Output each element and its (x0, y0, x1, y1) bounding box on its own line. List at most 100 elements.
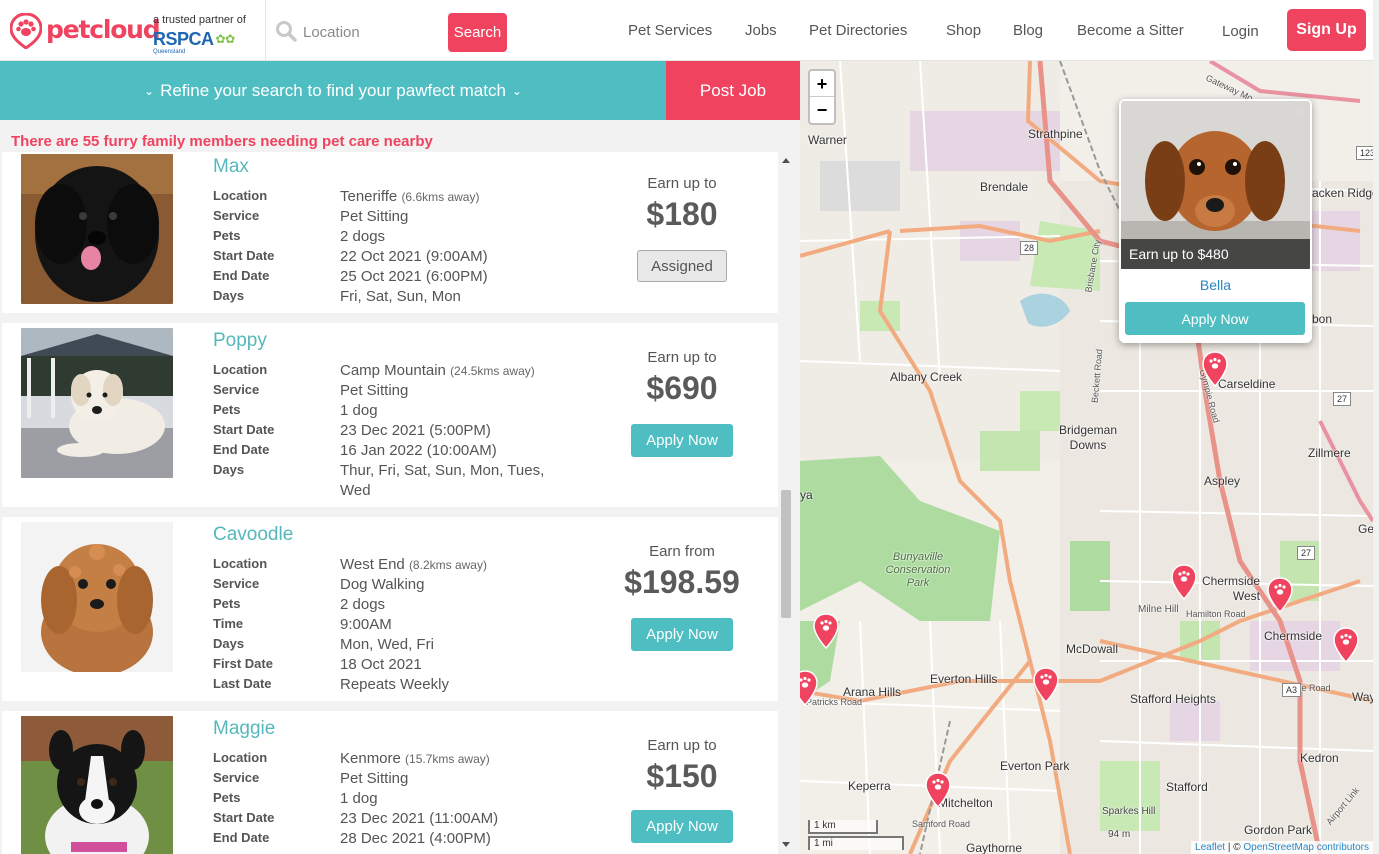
detail-label: End Date (213, 268, 270, 283)
map-label: bon (1312, 312, 1333, 326)
post-job-button[interactable]: Post Job (666, 61, 800, 120)
popup-apply-button[interactable]: Apply Now (1125, 302, 1305, 335)
detail-value: Teneriffe (6.6kms away) (340, 187, 560, 207)
pet-photo[interactable] (21, 716, 173, 854)
detail-label: Pets (213, 790, 241, 805)
search-icon (275, 20, 297, 42)
listing-scrollbar[interactable] (778, 152, 794, 854)
rspca-logo: RSPCA ✿✿ (153, 29, 258, 49)
zoom-in-button[interactable]: + (810, 71, 834, 97)
pet-name[interactable]: Max (213, 156, 249, 177)
nav-become-a-sitter[interactable]: Become a Sitter (1077, 22, 1184, 39)
map-view[interactable]: Warner Strathpine Brendale Albany Creek … (800, 61, 1373, 854)
popup-pet-name[interactable]: Bella (1199, 277, 1232, 293)
nav-jobs[interactable]: Jobs (745, 22, 777, 39)
detail-value: Pet Sitting (340, 382, 409, 399)
map-pin-icon[interactable] (813, 613, 839, 649)
detail-label: Location (213, 556, 268, 571)
pet-name[interactable]: Poppy (213, 330, 267, 351)
nav-login[interactable]: Login (1222, 23, 1259, 40)
map-label: Albany Creek (890, 370, 963, 384)
pet-name[interactable]: Cavoodle (213, 524, 294, 545)
map-label: Stafford Heights (1130, 692, 1216, 706)
detail-label: Start Date (213, 422, 275, 437)
map-label: Samford Road (912, 819, 971, 829)
road-shield: 27 (1297, 546, 1316, 560)
location-input[interactable] (303, 18, 443, 46)
location-value: Kenmore (340, 750, 401, 767)
pet-name[interactable]: Maggie (213, 718, 276, 739)
detail-value: West End (8.2kms away) (340, 555, 560, 575)
earn-amount: $198.59 (624, 564, 740, 600)
pet-photo[interactable] (21, 328, 173, 478)
map-pin-icon[interactable] (1333, 627, 1359, 663)
map-label: Ge (1358, 522, 1373, 536)
nav-pet-services[interactable]: Pet Services (628, 22, 713, 39)
zoom-out-button[interactable]: − (816, 100, 828, 120)
nav-pet-directories[interactable]: Pet Directories (809, 22, 908, 39)
logo-text: petcloud (46, 14, 161, 44)
map-label: acken Ridge (1312, 186, 1373, 200)
detail-value: Camp Mountain (24.5kms away) (340, 361, 560, 381)
detail-value: 16 Jan 2022 (10:00AM) (340, 442, 497, 459)
attribution-sep: | © (1225, 842, 1244, 853)
search-button[interactable]: Search (448, 13, 507, 52)
leaflet-link[interactable]: Leaflet (1195, 842, 1226, 853)
pet-photo[interactable] (21, 154, 173, 304)
detail-label: Service (213, 770, 260, 785)
nav-blog[interactable]: Blog (1013, 22, 1044, 39)
detail-value: Repeats Weekly (340, 676, 449, 693)
refine-search-toggle[interactable]: ⌄ Refine your search to find your pawfec… (0, 61, 666, 120)
map-pin-icon[interactable] (800, 670, 818, 706)
map-label: Kedron (1300, 751, 1339, 765)
map-label: Gaythorne (966, 841, 1023, 854)
detail-value: 23 Dec 2021 (5:00PM) (340, 422, 491, 439)
map-pin-icon[interactable] (1033, 667, 1059, 703)
detail-value: 28 Dec 2021 (4:00PM) (340, 830, 491, 847)
map-pin-icon[interactable] (925, 772, 951, 808)
close-icon[interactable]: × (1295, 103, 1304, 119)
petcloud-logo[interactable]: petcloud (9, 12, 161, 50)
scroll-up-icon[interactable] (782, 158, 790, 163)
map-label: Everton Park (1000, 759, 1070, 773)
popup-earn-label: Earn up to $480 (1121, 239, 1310, 269)
map-pin-icon[interactable] (1202, 351, 1228, 387)
chevron-down-icon: ⌄ (144, 83, 155, 98)
detail-label: Service (213, 382, 260, 397)
earn-amount: $690 (646, 370, 718, 406)
detail-label: Days (213, 636, 245, 651)
detail-value: Fri, Sat, Sun, Mon (340, 288, 461, 305)
page-scrollbar[interactable] (1373, 0, 1379, 854)
detail-label: Days (213, 288, 245, 303)
detail-value: 1 dog (340, 402, 378, 419)
map-pin-icon[interactable] (1171, 564, 1197, 600)
map-label: Bridgeman Downs (1058, 423, 1118, 452)
nav-shop[interactable]: Shop (946, 22, 982, 39)
detail-value: 1 dog (340, 790, 378, 807)
map-pin-icon[interactable] (1267, 577, 1293, 613)
earn-label: Earn up to (647, 175, 717, 192)
pet-photo[interactable] (21, 522, 173, 672)
detail-label: Pets (213, 402, 241, 417)
earn-amount: $150 (646, 758, 718, 794)
distance-value: (6.6kms away) (401, 190, 480, 204)
scale-km: 1 km (808, 820, 878, 834)
map-label: Rode Road (1285, 683, 1331, 693)
scroll-down-icon[interactable] (782, 842, 790, 847)
assigned-button[interactable]: Assigned (637, 250, 727, 282)
detail-label: End Date (213, 830, 270, 845)
road-shield: 123 (1356, 146, 1373, 160)
apply-now-button[interactable]: Apply Now (631, 810, 733, 843)
detail-value: Thur, Fri, Sat, Sun, Mon, Tues, (340, 462, 545, 479)
location-value: Camp Mountain (340, 362, 446, 379)
signup-button[interactable]: Sign Up (1287, 9, 1366, 51)
map-pin-icon[interactable] (1333, 627, 1359, 663)
apply-now-button[interactable]: Apply Now (631, 424, 733, 457)
map-popup: Earn up to $480 × Bella Apply Now (1119, 99, 1312, 343)
map-label: Stafford (1166, 780, 1208, 794)
osm-link[interactable]: OpenStreetMap contributors (1243, 842, 1369, 853)
road-shield: A3 (1282, 683, 1302, 697)
apply-now-button[interactable]: Apply Now (631, 618, 733, 651)
scrollbar-thumb[interactable] (781, 490, 791, 618)
partner-badge[interactable]: a trusted partner of RSPCA ✿✿ Queensland (153, 14, 258, 55)
